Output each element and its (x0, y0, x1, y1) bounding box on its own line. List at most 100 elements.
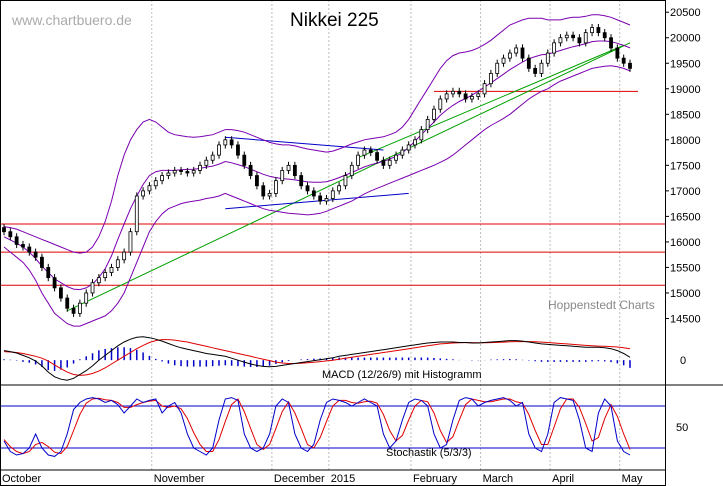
x-axis: October November December 2015 February March… (2, 473, 643, 485)
candle-body (621, 57, 626, 64)
candle-body (185, 171, 190, 174)
candle-body (514, 47, 519, 54)
candle-body (27, 246, 32, 253)
y-tick-label: 15000 (670, 288, 701, 300)
y-tick-label: 17000 (670, 186, 701, 198)
candle-body (476, 93, 481, 97)
candle-body (217, 144, 221, 156)
candle-body (255, 175, 259, 187)
candle-body (198, 164, 202, 171)
candle-body (520, 47, 525, 59)
candle-body (273, 180, 278, 194)
candle-body (381, 159, 386, 166)
resistance-line (225, 136, 384, 151)
candle-body (602, 32, 607, 39)
stochastic-k-line (3, 397, 631, 457)
candle-body (172, 170, 177, 174)
candle-body (318, 195, 323, 202)
candle-body (128, 231, 133, 253)
candle-body (210, 154, 215, 161)
candle-body (179, 170, 183, 172)
macd-panel (3, 336, 631, 381)
candle-body (71, 307, 76, 314)
candle-body (539, 62, 544, 74)
candle-body (134, 195, 139, 233)
candle-body (406, 144, 411, 151)
stochastic-label: Stochastik (5/3/3) (386, 447, 472, 459)
candle-body (343, 175, 348, 187)
candle-body (160, 175, 164, 182)
candle-body (552, 42, 557, 54)
candle-body (191, 170, 196, 174)
candle-body (337, 185, 342, 192)
candle-body (400, 149, 405, 156)
candle-body (413, 139, 417, 146)
candle-body (8, 231, 13, 238)
candle-body (2, 227, 6, 233)
candle-body (583, 32, 588, 44)
candle-body (470, 96, 474, 100)
x-tick-label: February (413, 473, 458, 485)
candle-body (261, 185, 266, 197)
candle-body (432, 108, 436, 120)
x-tick-label: March (483, 473, 514, 485)
candle-body (444, 93, 449, 100)
candle-body (40, 256, 44, 268)
candle-body (394, 154, 398, 161)
candle-body (141, 190, 146, 197)
chart-title: Nikkei 225 (290, 10, 379, 31)
price-panel (0, 14, 665, 327)
candle-body (488, 73, 493, 85)
candle-body (457, 90, 462, 95)
candle-body (463, 93, 468, 100)
candle-body (77, 302, 82, 314)
y-tick-label: 15500 (670, 262, 701, 274)
candle-body (122, 251, 127, 261)
stochastic-panel (0, 397, 665, 457)
candle-body (324, 198, 329, 202)
candle-body (545, 52, 550, 64)
candle-body (14, 236, 19, 245)
y-tick-label: 20000 (670, 33, 701, 45)
candle-body (229, 139, 234, 146)
x-tick-label: December (274, 473, 325, 485)
candle-body (533, 67, 538, 74)
candle-body (375, 152, 379, 161)
candle-body (495, 62, 500, 74)
candle-body (103, 272, 108, 279)
candle-body (590, 27, 594, 34)
x-tick-label: October (2, 473, 41, 485)
watermark: www.chartbuero.de (11, 12, 132, 28)
y-tick-label: 20500 (670, 7, 701, 19)
candle-body (267, 193, 272, 197)
candle-body (109, 267, 114, 273)
candle-body (153, 180, 158, 187)
candle-body (242, 154, 247, 166)
candle-body (311, 190, 316, 197)
candle-body (482, 83, 487, 95)
candle-body (286, 164, 291, 171)
y-tick-label: 16000 (670, 237, 701, 249)
y-tick-label: 14500 (670, 313, 701, 325)
candle-body (204, 159, 209, 166)
stochastic-d-line (3, 397, 631, 455)
candle-body (615, 47, 620, 59)
grid (0, 0, 665, 471)
candle-body (115, 259, 120, 268)
candle-body (46, 267, 51, 279)
credit-label: Hoppenstedt Charts (548, 298, 655, 312)
candle-body (96, 277, 101, 284)
candle-body (451, 90, 455, 95)
bollinger-middle (3, 40, 631, 291)
candle-body (59, 287, 63, 299)
candle-body (280, 170, 285, 182)
candle-body (349, 164, 354, 176)
y-tick-label: 18500 (670, 109, 701, 121)
candle-body (501, 57, 506, 64)
candle-body (577, 37, 582, 44)
bollinger-lower (3, 65, 631, 327)
candle-body (292, 164, 297, 176)
macd-line (3, 336, 631, 381)
y-tick-label: 16500 (670, 211, 701, 223)
